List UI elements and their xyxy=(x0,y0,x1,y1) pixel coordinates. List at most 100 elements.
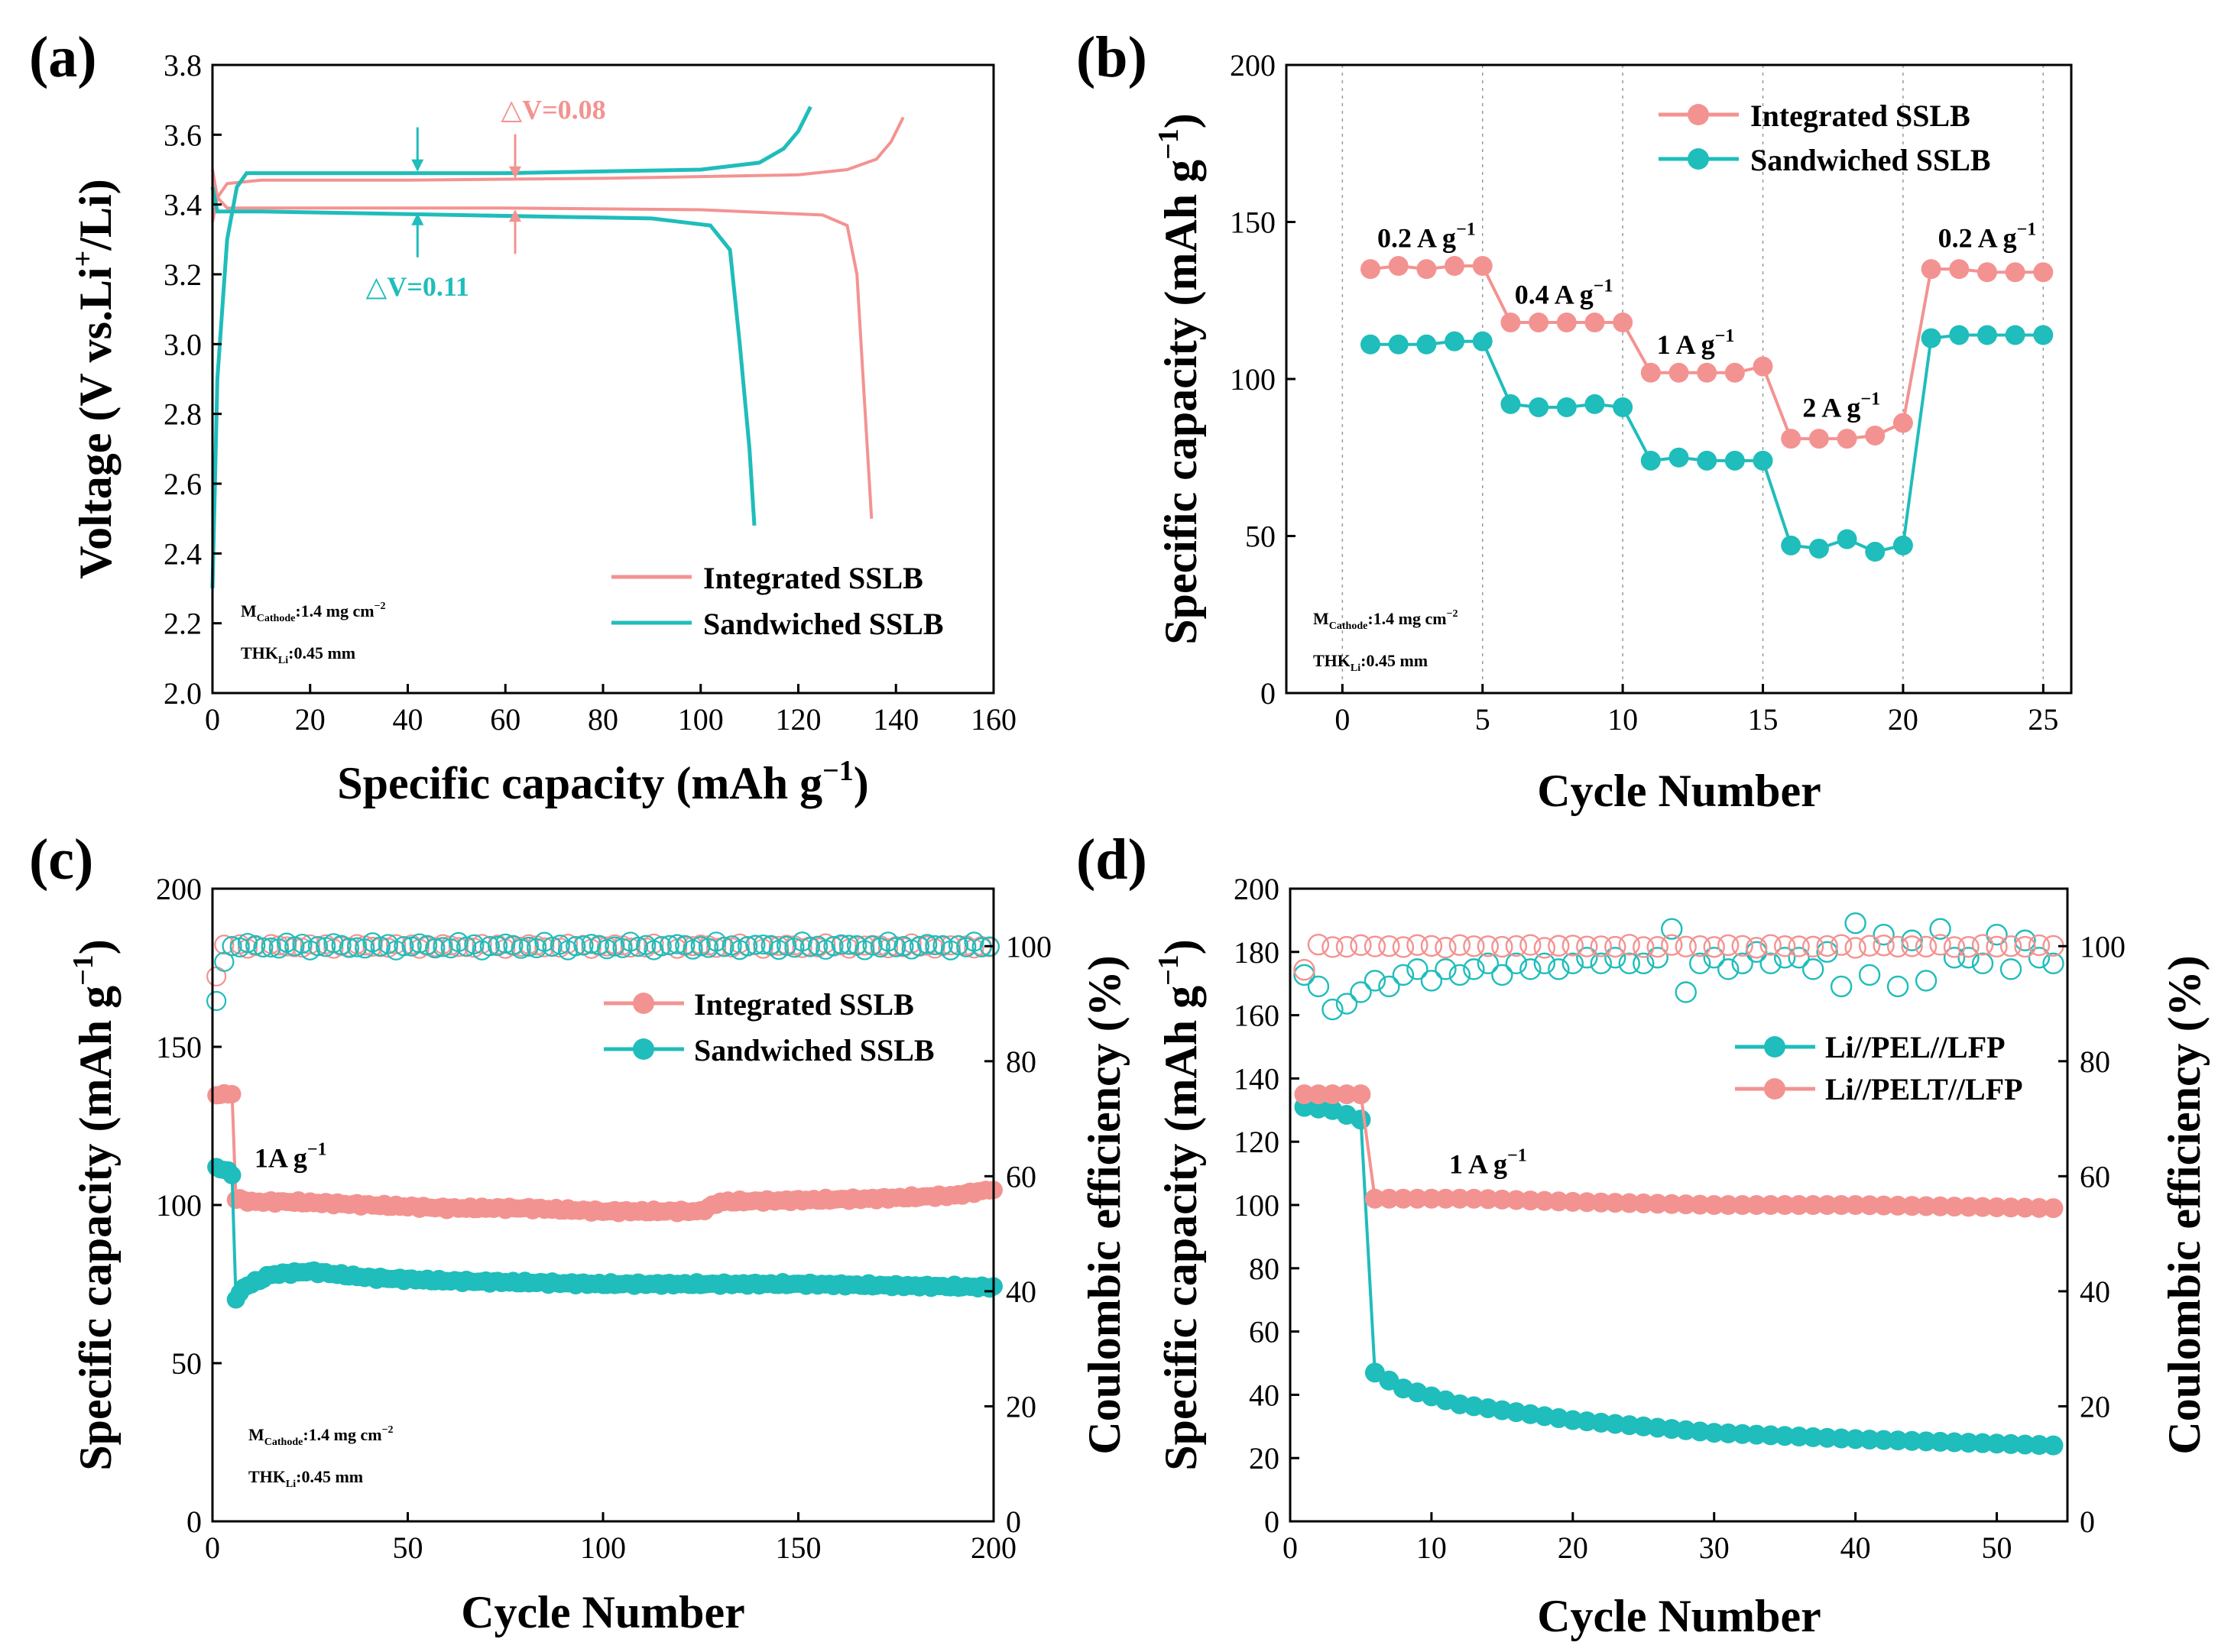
rate-point xyxy=(1529,397,1549,417)
rate-point xyxy=(1472,256,1493,277)
capacity-point xyxy=(1930,1196,1951,1216)
capacity-point xyxy=(1788,1427,1809,1447)
efficiency-point xyxy=(1477,935,1500,957)
y-tick-label: 3.8 xyxy=(164,48,202,83)
capacity-point xyxy=(1831,1428,1852,1449)
x-tick-label: 100 xyxy=(580,1531,626,1565)
panel-c: (c) 0 50 100 150 200050100150200020406080100… xyxy=(29,828,1130,1637)
efficiency-point xyxy=(448,937,469,957)
efficiency-point xyxy=(1957,947,1980,969)
rate-label: 0.2 A g−1 xyxy=(1938,219,2037,253)
efficiency-point xyxy=(261,937,281,958)
rate-label: 0.2 A g−1 xyxy=(1377,219,1476,253)
efficiency-point xyxy=(1364,935,1386,957)
legend-label-pel: Li//PEL//LFP xyxy=(1825,1030,2006,1064)
voltage-curve xyxy=(211,169,874,519)
legend-label-sandwiched: Sandwiched SSLB xyxy=(694,1033,935,1067)
efficiency-point xyxy=(1646,935,1668,958)
y-right-tick-label: 0 xyxy=(1006,1505,1021,1539)
capacity-point xyxy=(1718,1195,1739,1215)
rate-point xyxy=(1976,325,1997,345)
efficiency-point xyxy=(511,938,531,959)
x-axis-label-c: Cycle Number xyxy=(461,1587,745,1637)
x-axis-label-d: Cycle Number xyxy=(1537,1591,1821,1641)
rate-label: 2 A g−1 xyxy=(1802,389,1880,423)
voltage-curve xyxy=(210,105,812,589)
y-tick-label: 120 xyxy=(1234,1125,1279,1159)
efficiency-point xyxy=(527,938,547,959)
efficiency-point xyxy=(1886,935,1909,958)
efficiency-point xyxy=(1816,935,1838,957)
efficiency-point xyxy=(1420,935,1443,957)
capacity-point xyxy=(2043,1435,2064,1456)
capacity-point xyxy=(1477,1189,1498,1210)
efficiency-point xyxy=(394,936,414,957)
capacity-point xyxy=(1605,1193,1626,1213)
x-tick-label: 150 xyxy=(776,1531,822,1565)
rate-point xyxy=(1781,535,1801,556)
efficiency-point xyxy=(1533,937,1556,959)
efficiency-point xyxy=(1307,975,1330,998)
efficiency-point xyxy=(1689,935,1711,957)
rate-point xyxy=(1976,262,1997,283)
legend-label-integrated: Integrated SSLB xyxy=(694,987,914,1022)
efficiency-point xyxy=(518,936,540,957)
efficiency-point xyxy=(456,936,477,957)
capacity-point xyxy=(1492,1189,1513,1210)
rate-point xyxy=(1892,535,1913,556)
y-tick-label: 200 xyxy=(1234,872,1279,906)
loading-note: THKLi:0.45 mm xyxy=(248,1467,363,1490)
x-tick-label: 50 xyxy=(1982,1531,2012,1565)
efficiency-point xyxy=(1519,934,1542,956)
panel-d: (d) 0 10 20 30 40 50 0 20 40 60 80 100 120 140 160 180 2… xyxy=(1076,828,2210,1641)
efficiency-point xyxy=(346,937,368,957)
efficiency-point xyxy=(1604,935,1626,958)
loading-note: THKLi:0.45 mm xyxy=(1313,651,1428,674)
efficiency-point xyxy=(237,932,258,954)
efficiency-point xyxy=(1392,964,1415,986)
efficiency-point xyxy=(1561,952,1584,975)
y-tick-label: 40 xyxy=(1249,1378,1279,1412)
efficiency-point xyxy=(1717,934,1740,957)
x-tick-label: 200 xyxy=(971,1531,1017,1565)
efficiency-point xyxy=(284,936,305,957)
loading-note: THKLi:0.45 mm xyxy=(241,643,355,666)
loading-note: MCathode:1.4 mg cm−2 xyxy=(248,1424,394,1448)
capacity-point xyxy=(1916,1431,1937,1452)
capacity-point xyxy=(1704,1195,1724,1215)
capacity-point xyxy=(1944,1197,1965,1217)
efficiency-point xyxy=(433,937,453,957)
rate-point xyxy=(1416,334,1437,355)
efficiency-point xyxy=(1548,935,1570,957)
capacity-point xyxy=(1944,1432,1965,1453)
capacity-point xyxy=(1930,1431,1951,1452)
delta-v-label: △V=0.08 xyxy=(501,95,605,125)
y-right-tick-label: 80 xyxy=(1006,1045,1036,1079)
rate-point xyxy=(1892,413,1913,433)
capacity-point xyxy=(1986,1197,2007,1217)
rate-point xyxy=(1445,256,1465,277)
capacity-point xyxy=(1803,1427,1824,1447)
capacity-point xyxy=(1718,1423,1739,1443)
capacity-point xyxy=(1435,1188,1456,1209)
capacity-point xyxy=(1788,1195,1809,1215)
rate-point xyxy=(1584,394,1605,414)
capacity-point xyxy=(1845,1429,1866,1450)
efficiency-point xyxy=(1321,998,1344,1021)
panel-a: (a) 0 20 40 60 80 100 120 140 160 2.0 2.2 2.4 2.6 2.8… xyxy=(29,25,1017,808)
capacity-point xyxy=(1860,1195,1880,1216)
efficiency-point xyxy=(1873,924,1895,946)
capacity-point xyxy=(1520,1190,1541,1211)
efficiency-point xyxy=(1519,958,1542,980)
x-tick-label: 160 xyxy=(971,702,1017,737)
capacity-point xyxy=(1746,1424,1767,1445)
capacity-point xyxy=(1860,1429,1880,1450)
efficiency-point xyxy=(1378,935,1400,957)
capacity-point xyxy=(1393,1188,1413,1209)
efficiency-point xyxy=(1633,936,1655,958)
capacity-point xyxy=(1464,1188,1484,1209)
y-tick-label: 2.8 xyxy=(164,397,202,432)
efficiency-point xyxy=(323,933,344,954)
efficiency-point xyxy=(1999,958,2022,980)
